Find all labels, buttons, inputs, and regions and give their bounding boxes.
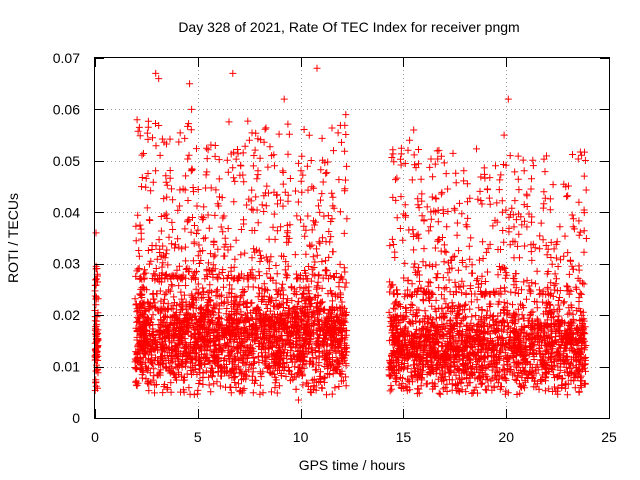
x-tick-label: 20 <box>498 429 514 445</box>
axis-ticks: 0 5 10 15 20 25 0 0.01 0.02 0.03 0.04 0.05 0.06 0.07 <box>53 50 617 445</box>
x-tick-label: 5 <box>194 429 202 445</box>
y-tick-label: 0.07 <box>53 50 80 66</box>
data-points <box>91 64 590 404</box>
y-tick-label: 0 <box>72 410 80 426</box>
y-axis-label: ROTI / TECUs <box>5 193 21 283</box>
x-axis-label: GPS time / hours <box>299 457 406 473</box>
x-tick-label: 10 <box>293 429 309 445</box>
x-tick-label: 15 <box>396 429 412 445</box>
y-tick-label: 0.01 <box>53 359 80 375</box>
scatter-markers <box>91 64 590 404</box>
y-tick-label: 0.03 <box>53 256 80 272</box>
x-tick-label: 25 <box>601 429 617 445</box>
y-tick-label: 0.04 <box>53 204 80 220</box>
x-tick-label: 0 <box>91 429 99 445</box>
y-tick-label: 0.05 <box>53 153 80 169</box>
chart-title: Day 328 of 2021, Rate Of TEC Index for r… <box>178 19 519 35</box>
y-tick-label: 0.02 <box>53 307 80 323</box>
y-tick-label: 0.06 <box>53 101 80 117</box>
plot-frame <box>94 57 610 419</box>
